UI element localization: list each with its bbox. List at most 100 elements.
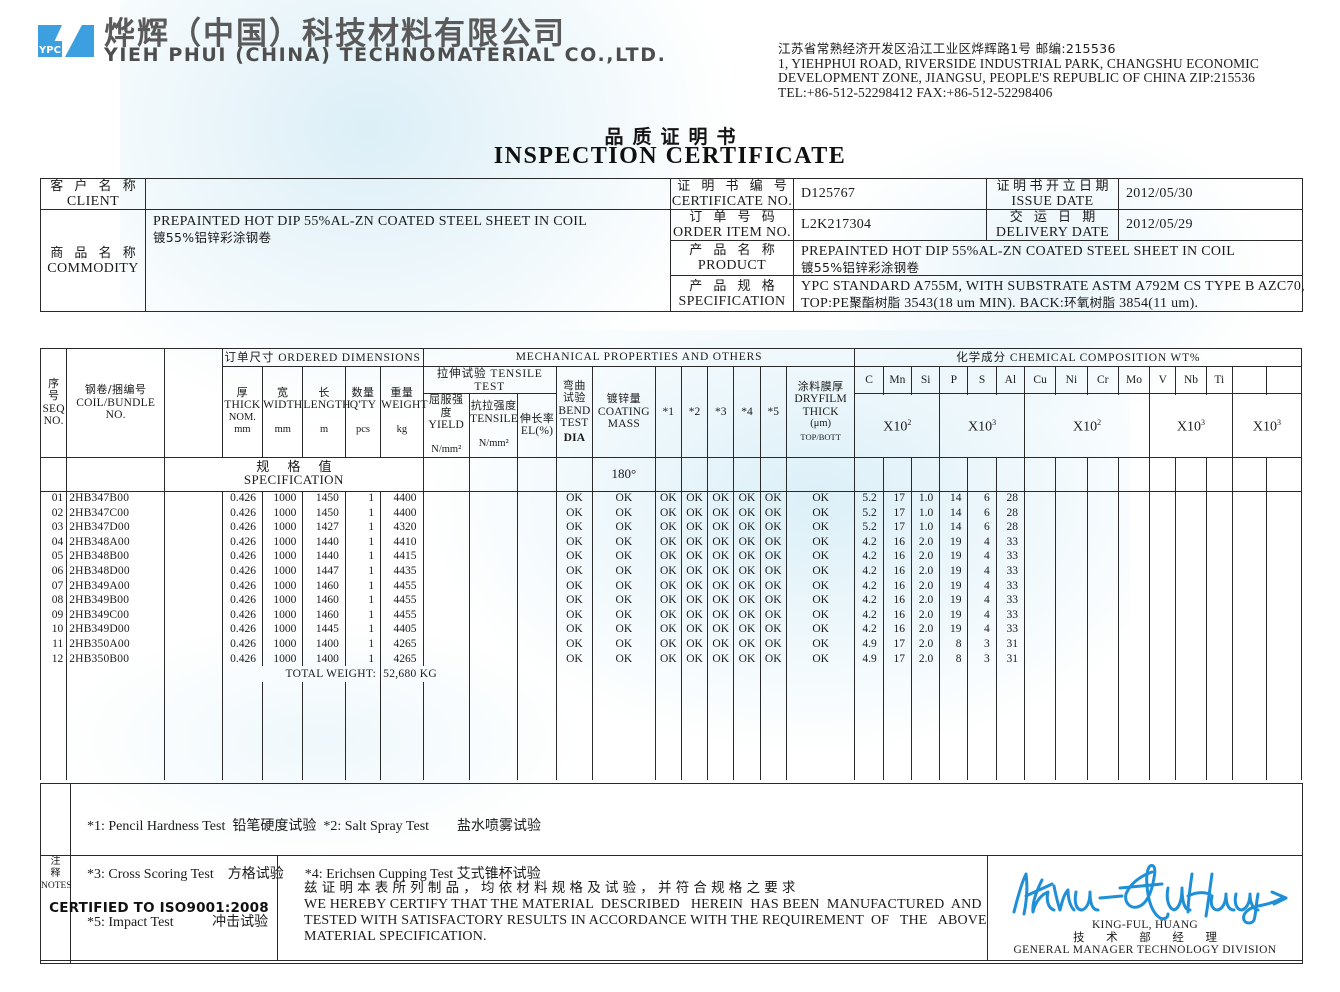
spec-empty-cell <box>733 456 761 492</box>
cell-s4: OK <box>733 578 761 594</box>
cell-thick: 0.426 <box>221 636 264 652</box>
table-filler-row <box>39 766 1302 781</box>
delivery-date-label-en: DELIVERY DATE <box>995 225 1110 240</box>
spec-empty-cell <box>1149 456 1177 492</box>
total-empty-cell <box>468 666 519 683</box>
filler-cell <box>221 766 264 781</box>
cell-S: 4 <box>967 607 997 623</box>
header-bend-dia: DIA <box>563 431 586 444</box>
cell-C: 4.2 <box>854 593 884 608</box>
filler-cell <box>785 738 856 753</box>
filler-cell <box>707 738 735 753</box>
cell-width: 1000 <box>262 549 304 564</box>
total-empty-cell <box>592 666 656 683</box>
cell-s2: OK <box>680 534 709 550</box>
page-title-en: INSPECTION CERTIFICATE <box>493 143 847 169</box>
filler-cell <box>1175 724 1207 739</box>
iso-certification-badge: CERTIFIED TO ISO9001:2008 <box>40 855 278 961</box>
specification-row-label-cn: 规 格 值 <box>256 459 339 475</box>
filler-cell <box>302 766 346 781</box>
cell-coil: 2HB349B00 <box>66 593 166 608</box>
cell-coating: OK <box>592 491 656 506</box>
cell-empty <box>1175 549 1207 564</box>
cell-S: 6 <box>967 520 997 535</box>
product-value-en: PREPAINTED HOT DIP 55%AL-ZN COATED STEEL… <box>801 244 1236 259</box>
cell-dryfilm: OK <box>785 520 856 535</box>
cell-length: 1460 <box>302 578 346 594</box>
cell-empty <box>1086 520 1119 535</box>
header-dryfilm-topbott: TOP/BOTT <box>800 431 841 442</box>
filler-cell <box>1023 752 1057 767</box>
client-label-en: CLIENT <box>66 194 120 209</box>
cell-length: 1400 <box>302 636 346 652</box>
filler-cell <box>759 738 787 753</box>
table-row: 09 2HB349C00 0.426 1000 1460 1 4455 OK OK OK OK OK O… <box>39 607 1302 623</box>
cell-bend: OK <box>555 505 594 521</box>
cell-coating: OK <box>592 578 656 594</box>
header-coil-cn: 钢卷/捆编号 <box>84 383 147 396</box>
cell-coating: OK <box>592 549 656 564</box>
filler-cell <box>680 724 709 739</box>
header-bend-cn2: 试验 <box>562 391 586 404</box>
filler-cell <box>1086 710 1119 725</box>
cell-empty <box>1086 651 1119 667</box>
filler-cell <box>882 738 912 753</box>
cell-tensile <box>468 520 519 535</box>
filler-cell <box>302 710 346 725</box>
cell-qty: 1 <box>344 651 382 667</box>
total-empty-cell <box>1266 666 1302 683</box>
cell-yield <box>422 578 470 594</box>
specification-line2: TOP:PE聚酯树脂 3543(18 um MIN). BACK:环氧树脂 38… <box>801 295 1302 312</box>
cell-seq: 05 <box>39 549 68 564</box>
cell-width: 1000 <box>262 593 304 608</box>
commodity-label: 商 品 名 称 COMMODITY <box>40 209 146 312</box>
cell-s2: OK <box>680 520 709 535</box>
cell-Al: 28 <box>995 520 1025 535</box>
multiplier-base-a: X10 <box>883 419 908 435</box>
cell-tensile <box>468 651 519 667</box>
total-empty-cell <box>785 666 856 683</box>
cell-dryfilm: OK <box>785 534 856 550</box>
cell-tensile <box>468 578 519 594</box>
issue-date-label-en: ISSUE DATE <box>1011 194 1094 209</box>
cell-s4: OK <box>733 651 761 667</box>
cell-Al: 33 <box>995 549 1025 564</box>
filler-cell <box>592 696 656 711</box>
header-seq-en2: NO. <box>43 415 64 428</box>
total-coil-cell <box>66 666 166 683</box>
cell-Mn: 16 <box>882 622 912 637</box>
filler-cell <box>680 696 709 711</box>
filler-cell <box>1205 752 1233 767</box>
filler-cell <box>995 696 1025 711</box>
header-bend-en1: BEND <box>558 404 591 417</box>
cell-length: 1440 <box>302 534 346 550</box>
cell-length: 1450 <box>302 505 346 521</box>
filler-cell <box>733 710 761 725</box>
certification-statement-cn: 兹证明本表所列制品，均依材料规格及试验，并符合规格之要求 <box>304 879 800 896</box>
filler-cell <box>733 766 761 781</box>
filler-cell <box>517 710 557 725</box>
cell-s3: OK <box>707 607 735 623</box>
multiplier-base-d: X10 <box>1176 419 1202 435</box>
cell-empty <box>1055 622 1088 637</box>
table-filler-row <box>39 724 1302 739</box>
spec-empty-cell <box>1086 456 1119 492</box>
cell-empty <box>1023 622 1057 637</box>
cell-length: 1400 <box>302 651 346 667</box>
cell-coating: OK <box>592 651 656 667</box>
cell-s3: OK <box>707 534 735 550</box>
filler-cell <box>422 682 470 697</box>
header-coating-en2: MASS <box>607 418 640 430</box>
cell-S: 4 <box>967 534 997 550</box>
cell-tensile <box>468 505 519 521</box>
filler-cell <box>785 724 856 739</box>
cell-weight: 4435 <box>380 563 424 579</box>
header-element-extra2 <box>1266 366 1302 394</box>
cell-empty <box>164 505 223 521</box>
specification-label-cn: 产 品 规 格 <box>689 278 779 294</box>
cell-s4: OK <box>733 534 761 550</box>
cell-empty <box>1175 563 1207 579</box>
filler-cell <box>221 724 264 739</box>
cell-P: 19 <box>939 622 969 637</box>
filler-cell <box>1117 696 1151 711</box>
